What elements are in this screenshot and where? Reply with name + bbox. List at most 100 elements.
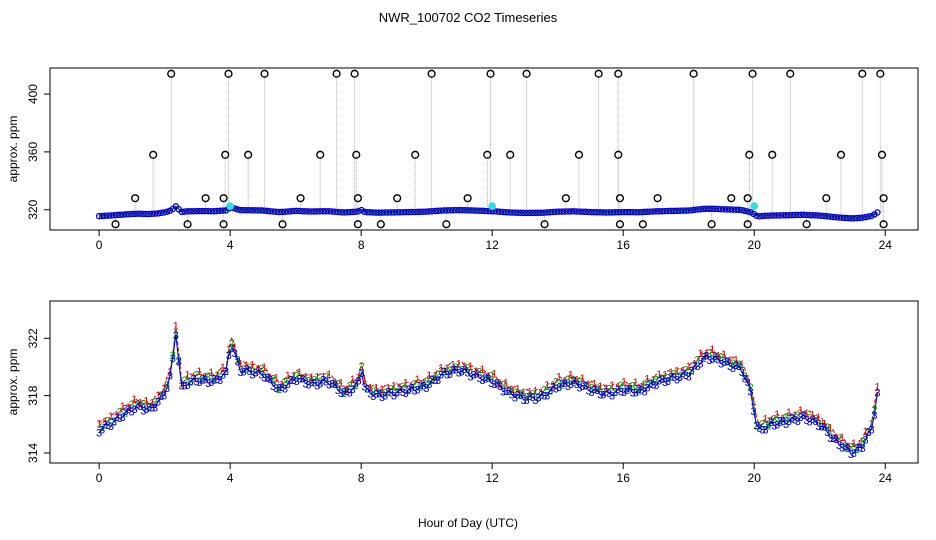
- series-1-point: 1: [544, 380, 550, 392]
- series-2-point: 2: [382, 388, 388, 400]
- series-3-point: 3: [329, 378, 335, 390]
- series-3-point: [508, 209, 516, 216]
- series-3-point: 3: [568, 379, 574, 391]
- x-tick-label: 24: [879, 238, 893, 252]
- series-3-point: [193, 207, 200, 215]
- y-tick-label: 320: [26, 199, 40, 219]
- series-3-point: [337, 208, 345, 216]
- series-3-point: [113, 211, 121, 219]
- series-3-point: 3: [547, 385, 553, 397]
- series-1-point: 1: [297, 367, 303, 379]
- series-1-point: 1: [774, 409, 780, 421]
- series-1-point: 1: [444, 363, 450, 375]
- series-3-point: 3: [376, 389, 382, 401]
- series-1-point: 1: [131, 394, 137, 406]
- series-2-point: 2: [187, 377, 193, 389]
- series-3-point: [797, 211, 804, 219]
- series-1-point: 1: [126, 402, 132, 414]
- series-3-point: [753, 212, 760, 219]
- series-3-point: 3: [842, 441, 848, 453]
- series-2-point: 2: [488, 371, 494, 383]
- series-1-point: 1: [332, 377, 338, 389]
- series-3-point: 3: [633, 387, 639, 399]
- series-3-point: 3: [117, 413, 123, 425]
- series-3-point: [626, 208, 634, 216]
- series-3-point: [682, 207, 690, 214]
- series-3-point: 3: [226, 350, 232, 362]
- outlier-point: [350, 69, 359, 78]
- series-3-point: [426, 208, 433, 215]
- x-axis-label: Hour of Day (UTC): [418, 516, 518, 530]
- series-1-point: 1: [167, 366, 173, 378]
- series-3-point: 3: [639, 385, 645, 397]
- outlier-point: [786, 69, 795, 78]
- series-3-point: [520, 209, 527, 217]
- outlier-point: [353, 220, 362, 229]
- series-3-point: 3: [521, 395, 527, 407]
- series-2-point: 2: [435, 369, 441, 381]
- series-3-point: [493, 208, 501, 215]
- series-3-point: 3: [285, 379, 291, 391]
- series-2-point: 2: [229, 338, 235, 350]
- series-3-point: [841, 214, 849, 222]
- series-3-point: 3: [232, 348, 238, 360]
- series-3-point: [709, 205, 716, 213]
- series-3-point: [420, 208, 427, 215]
- series-1-point: 1: [273, 373, 279, 385]
- series-3-point: [800, 211, 807, 219]
- series-2-point: 2: [848, 442, 854, 454]
- series-3-point: [667, 207, 675, 215]
- series-3-point: 3: [727, 361, 733, 373]
- series-3-point: [151, 210, 159, 217]
- series-3-point: [605, 209, 613, 216]
- series-3-point: [334, 208, 342, 216]
- series-3-point: 3: [762, 425, 768, 437]
- series-2-point: 2: [370, 386, 376, 398]
- series-2-point: 2: [506, 386, 512, 398]
- series-1-point: 1: [261, 362, 267, 374]
- series-3-point: [322, 207, 330, 215]
- series-3-point: [762, 212, 769, 220]
- series-3-point: 3: [665, 376, 671, 388]
- outlier-point: [743, 194, 752, 203]
- series-3-point: [458, 206, 465, 214]
- series-3-point: [302, 208, 309, 215]
- series-3-point: 3: [494, 377, 500, 389]
- series-1-point: 1: [603, 383, 609, 395]
- series-3-point: [526, 209, 533, 217]
- series-3-point: 3: [641, 386, 647, 398]
- series-2-point: 2: [99, 422, 105, 434]
- series-3-point: 3: [544, 390, 550, 402]
- series-1-point: 1: [792, 410, 798, 422]
- series-3-point: 3: [865, 427, 871, 439]
- series-2-point: 2: [547, 386, 553, 398]
- series-2-point: 2: [199, 375, 205, 387]
- series-3-point: 3: [500, 386, 506, 398]
- y-tick-label: 318: [26, 385, 40, 405]
- series-3-point: [711, 205, 719, 213]
- series-3-point: 3: [385, 386, 391, 398]
- series-3-point: 3: [347, 388, 353, 400]
- series-3-point: [107, 212, 115, 219]
- series-3-point: [611, 209, 619, 216]
- top-axes: 0 4 8 12 16 20 24 320 360 400: [26, 84, 892, 252]
- series-1-point: 1: [226, 344, 232, 356]
- series-3-point: [184, 208, 191, 215]
- series-2-point: 2: [447, 365, 453, 377]
- series-3-point: 3: [196, 377, 202, 389]
- outlier-point: [224, 69, 233, 78]
- series-1-point: 1: [409, 380, 415, 392]
- series-1-point: 1: [385, 383, 391, 395]
- series-3-point: 3: [438, 370, 444, 382]
- series-3-point: 3: [358, 368, 364, 380]
- series-1-point: 1: [238, 359, 244, 371]
- series-2-point: 2: [706, 348, 712, 360]
- series-1-point: 1: [809, 409, 815, 421]
- series-3-point: 3: [686, 372, 692, 384]
- series-3-point: 3: [129, 407, 135, 419]
- outlier-point: [614, 69, 623, 78]
- series-2-point: 2: [577, 376, 583, 388]
- series-3-point: 3: [795, 416, 801, 428]
- series-3-point: [110, 212, 118, 219]
- series-3-point: [255, 207, 262, 214]
